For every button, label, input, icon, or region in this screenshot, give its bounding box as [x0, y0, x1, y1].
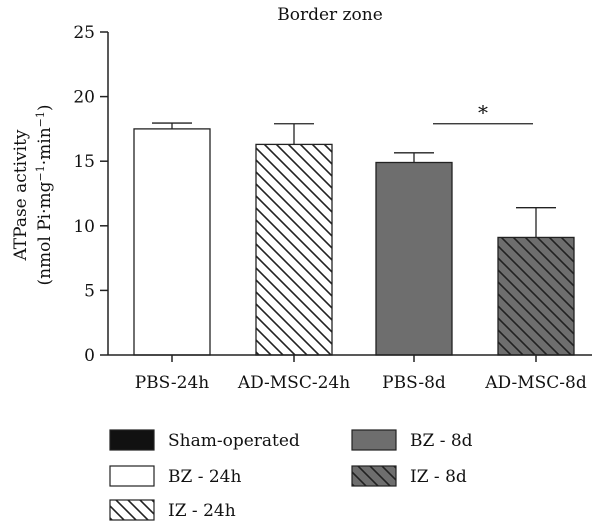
chart-title: Border zone [277, 5, 383, 25]
y-tick-label: 0 [84, 346, 95, 366]
bar-pbs-24h [133, 128, 211, 356]
legend-label: BZ - 8d [410, 431, 473, 451]
y-tick-label: 20 [73, 88, 95, 108]
y-axis-label-line2: (nmol Pi·mg−1·min−1) [34, 104, 55, 285]
significance-marker: * [433, 101, 533, 125]
legend-swatch [351, 465, 397, 487]
y-tick-label: 5 [84, 281, 95, 301]
y-axis: 0 5 10 15 20 25 [73, 23, 109, 366]
bars [133, 122, 575, 356]
y-tick-label: 10 [73, 217, 95, 237]
bar-pbs-8d [375, 161, 453, 356]
legend-label: IZ - 24h [168, 501, 236, 521]
legend-swatch [109, 499, 155, 521]
legend-label: BZ - 24h [168, 467, 241, 487]
x-tick-label: PBS-8d [382, 373, 446, 393]
x-tick-label: PBS-24h [135, 373, 210, 393]
significance-star: * [478, 101, 488, 125]
x-tick-label: AD-MSC-8d [484, 373, 587, 393]
y-tick-label: 25 [73, 23, 95, 43]
legend-swatch [109, 429, 155, 451]
legend: Sham-operated BZ - 24h IZ - 24h BZ - 8d IZ -… [109, 429, 473, 521]
y-axis-label-line1: ATPase activity [11, 129, 31, 261]
legend-label: IZ - 8d [410, 467, 467, 487]
y-axis-label: ATPase activity (nmol Pi·mg−1·min−1) [11, 104, 55, 285]
legend-swatch [351, 429, 397, 451]
legend-label: Sham-operated [168, 431, 300, 451]
legend-swatch [109, 465, 155, 487]
x-tick-label: AD-MSC-24h [237, 373, 350, 393]
bar-ad-msc-24h [255, 143, 333, 356]
x-axis-labels: PBS-24h AD-MSC-24h PBS-8d AD-MSC-8d [108, 354, 592, 393]
bar-ad-msc-8d [497, 236, 575, 356]
y-tick-label: 15 [73, 152, 95, 172]
